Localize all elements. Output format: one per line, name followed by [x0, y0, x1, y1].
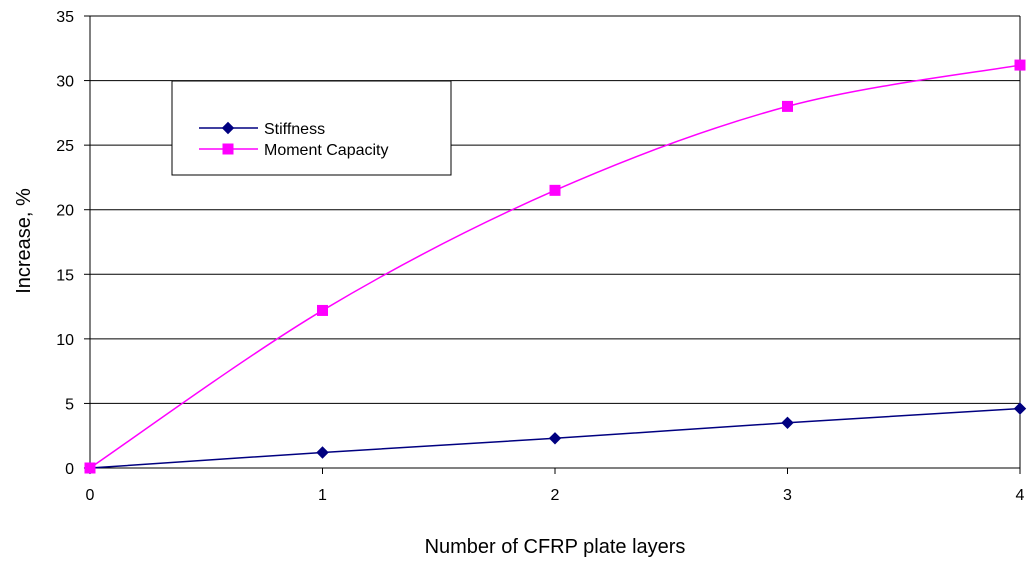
y-tick-label: 25 [56, 138, 74, 155]
x-tick-label: 4 [1016, 487, 1025, 504]
y-tick-label: 30 [56, 74, 74, 91]
axes [84, 15, 1021, 474]
stiffness-point [1013, 402, 1027, 415]
y-tick-label: 10 [56, 332, 74, 349]
moment-capacity-point [317, 304, 328, 316]
x-tick-label: 1 [318, 487, 327, 504]
legend-items: Stiffness Moment Capacity [199, 121, 389, 159]
x-tick-label: 2 [551, 487, 560, 504]
legend: Stiffness Moment Capacity [171, 80, 452, 176]
moment-capacity-point [549, 184, 561, 196]
y-tick-label: 20 [56, 203, 74, 220]
moment-capacity-point [84, 462, 96, 474]
stiffness-point [316, 446, 329, 459]
legend-stiffness-marker [221, 121, 235, 135]
tick-labels: 0 5 10 15 20 25 30 35 0 1 2 3 4 [56, 9, 1024, 504]
legend-moment-capacity-label: Moment Capacity [264, 142, 389, 159]
moment-capacity-point [1014, 59, 1026, 71]
y-axis-title: Increase, % [13, 188, 35, 294]
moment-capacity-point [782, 100, 793, 112]
y-tick-label: 5 [65, 396, 74, 413]
grid-lines [90, 15, 1020, 404]
stiffness-point [781, 416, 794, 430]
x-tick-label: 0 [86, 487, 95, 504]
legend-moment-capacity-marker [222, 143, 234, 155]
stiffness-point [548, 432, 562, 445]
legend-stiffness-label: Stiffness [264, 121, 325, 138]
y-tick-label: 15 [56, 267, 74, 284]
y-tick-label: 35 [56, 9, 74, 26]
y-tick-label: 0 [65, 461, 74, 478]
x-tick-label: 3 [783, 487, 792, 504]
series-group [83, 59, 1027, 475]
x-axis-title: Number of CFRP plate layers [425, 536, 686, 558]
